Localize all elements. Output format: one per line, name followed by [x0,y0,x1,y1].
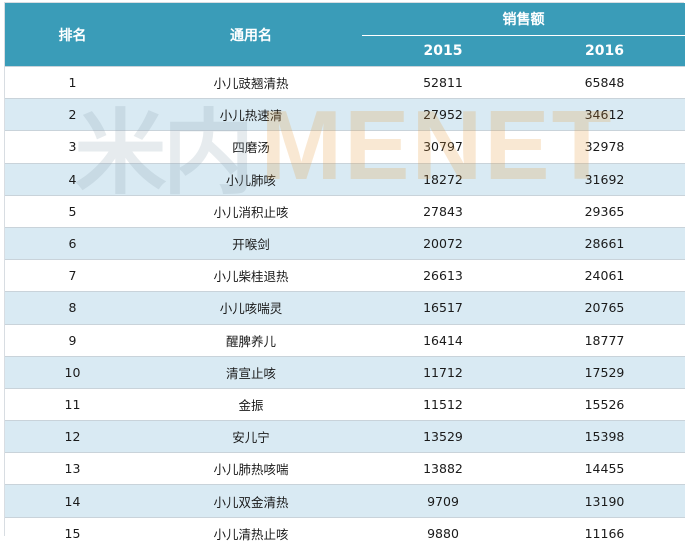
cell-name: 金振 [140,387,362,421]
table-header: 排名 通用名 销售额 2015 2016 [5,3,685,67]
header-sales: 销售额 [362,3,685,36]
cell-2016: 34612 [524,98,685,131]
cell-rank: 15 [5,516,140,549]
cell-2016: 24061 [524,259,685,292]
cell-2015: 27952 [362,98,524,131]
cell-rank: 2 [5,98,140,131]
cell-name: 小儿肺咳 [140,162,362,196]
table-row: 15 小儿清热止咳 9880 11166 [5,516,685,549]
cell-rank: 6 [5,226,140,260]
table-row: 9 醒脾养儿 16414 18777 [5,323,685,357]
header-rank: 排名 [5,3,140,67]
cell-name: 小儿双金清热 [140,484,362,518]
cell-2015: 9709 [362,484,524,518]
table-row: 14 小儿双金清热 9709 13190 [5,484,685,518]
table-row: 5 小儿消积止咳 27843 29365 [5,194,685,228]
cell-rank: 10 [5,355,140,389]
table-row: 6 开喉剑 20072 28661 [5,226,685,260]
cell-name: 小儿清热止咳 [140,516,362,549]
header-year-2016: 2016 [524,35,685,67]
table-row: 3 四磨汤 30797 32978 [5,130,685,164]
header-year-2015: 2015 [362,35,524,67]
cell-name: 小儿热速清 [140,98,362,131]
cell-2016: 31692 [524,162,685,196]
cell-rank: 1 [5,65,140,99]
table-row: 4 小儿肺咳 18272 31692 [5,162,685,196]
cell-2016: 29365 [524,194,685,228]
table-row: 8 小儿咳喘灵 16517 20765 [5,291,685,324]
cell-2016: 15398 [524,420,685,453]
table-row: 12 安儿宁 13529 15398 [5,420,685,453]
cell-rank: 8 [5,291,140,324]
cell-2016: 11166 [524,516,685,549]
cell-name: 醒脾养儿 [140,323,362,357]
cell-name: 清宣止咳 [140,355,362,389]
cell-2016: 14455 [524,452,685,485]
cell-rank: 11 [5,387,140,421]
table-row: 11 金振 11512 15526 [5,387,685,421]
cell-2015: 26613 [362,259,524,292]
cell-rank: 4 [5,162,140,196]
cell-name: 开喉剑 [140,226,362,260]
cell-2015: 16517 [362,291,524,324]
cell-2016: 20765 [524,291,685,324]
table-body: 1 小儿豉翘清热 52811 65848 2 小儿热速清 27952 34612 3 四磨汤 307… [5,65,685,549]
cell-name: 小儿肺热咳喘 [140,452,362,485]
cell-rank: 12 [5,420,140,453]
cell-rank: 9 [5,323,140,357]
header-name: 通用名 [140,3,362,67]
cell-rank: 13 [5,452,140,485]
cell-rank: 14 [5,484,140,518]
cell-2015: 9880 [362,516,524,549]
cell-rank: 5 [5,194,140,228]
cell-name: 小儿咳喘灵 [140,291,362,324]
cell-2015: 20072 [362,226,524,260]
cell-2015: 11712 [362,355,524,389]
table-row: 2 小儿热速清 27952 34612 [5,98,685,131]
cell-name: 小儿柴桂退热 [140,259,362,292]
table-row: 7 小儿柴桂退热 26613 24061 [5,259,685,292]
cell-2015: 16414 [362,323,524,357]
table-row: 13 小儿肺热咳喘 13882 14455 [5,452,685,485]
cell-2015: 13882 [362,452,524,485]
cell-2015: 30797 [362,130,524,164]
cell-2015: 52811 [362,65,524,99]
cell-2016: 13190 [524,484,685,518]
cell-2015: 27843 [362,194,524,228]
cell-2015: 18272 [362,162,524,196]
cell-2016: 17529 [524,355,685,389]
cell-rank: 3 [5,130,140,164]
cell-name: 四磨汤 [140,130,362,164]
cell-2016: 15526 [524,387,685,421]
cell-2016: 18777 [524,323,685,357]
cell-2015: 13529 [362,420,524,453]
cell-2016: 65848 [524,65,685,99]
cell-2015: 11512 [362,387,524,421]
cell-name: 小儿消积止咳 [140,194,362,228]
cell-rank: 7 [5,259,140,292]
table-row: 1 小儿豉翘清热 52811 65848 [5,65,685,99]
table-row: 10 清宣止咳 11712 17529 [5,355,685,389]
cell-name: 小儿豉翘清热 [140,65,362,99]
cell-2016: 28661 [524,226,685,260]
cell-2016: 32978 [524,130,685,164]
sales-ranking-table-container: 排名 通用名 销售额 2015 2016 1 小儿豉翘清热 52811 65848 2 小… [4,2,685,549]
sales-ranking-table: 排名 通用名 销售额 2015 2016 1 小儿豉翘清热 52811 65848 2 小… [5,3,685,549]
cell-name: 安儿宁 [140,420,362,453]
